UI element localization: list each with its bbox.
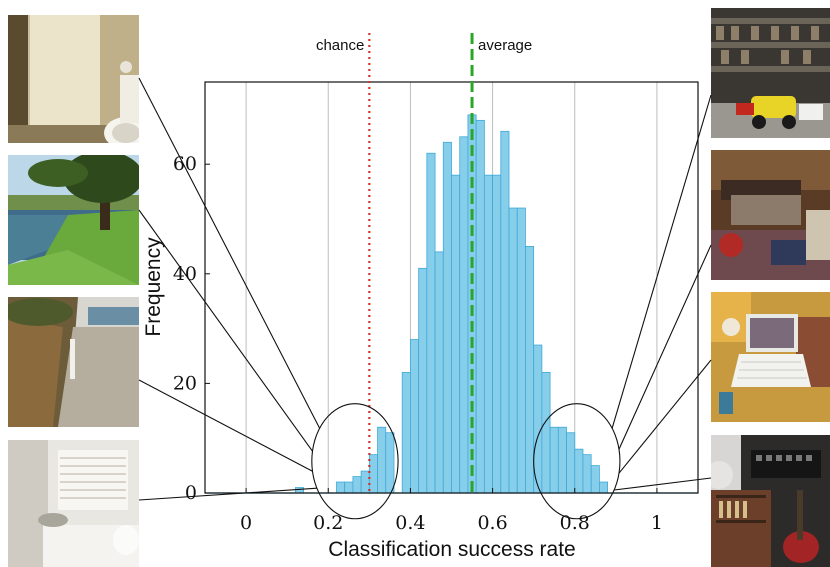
histogram-bar-13: [434, 251, 444, 494]
gravel-path-thumbnail: [8, 297, 139, 427]
histogram-bar-20: [492, 174, 502, 494]
histogram-bar-5: [368, 454, 378, 494]
histogram-bar-27: [549, 426, 559, 494]
histogram-bar-1: [336, 481, 346, 494]
histogram-bar-11: [418, 267, 428, 494]
y-tick-label-3: 60: [173, 153, 197, 175]
y-tick-label-0: 0: [185, 482, 197, 504]
bathroom-toilet-thumbnail: [8, 15, 139, 143]
histogram-bar-10: [410, 339, 420, 494]
x-tick-label-4: 0.8: [560, 512, 590, 534]
histogram-bar-15: [451, 174, 461, 494]
y-tick-label-2: 40: [173, 263, 197, 285]
high-success-ellipse: [533, 403, 621, 520]
histogram-bar-25: [533, 344, 543, 494]
plot-frame: [204, 81, 699, 494]
x-tick-label-3: 0.6: [477, 512, 507, 534]
x-axis-label: Classification success rate: [328, 538, 575, 561]
histogram-bar-19: [483, 174, 493, 494]
connector-left-3: [138, 487, 317, 501]
x-tick-label-1: 0.2: [313, 512, 343, 534]
connector-left-2: [138, 379, 313, 472]
connector-right-3: [614, 477, 712, 491]
histogram-bar-9: [401, 372, 411, 494]
x-tick-label-0: 0: [240, 512, 252, 534]
connector-left-0: [138, 77, 321, 429]
bathtub-thumbnail: [8, 440, 139, 567]
histogram-bar-32: [590, 465, 600, 494]
histogram-bar-18: [475, 119, 485, 494]
connector-right-0: [611, 94, 712, 429]
x-tick-label-2: 0.4: [395, 512, 425, 534]
y-axis-label: Frequency: [142, 237, 165, 337]
histogram-bar-30: [574, 448, 584, 494]
chance-label: chance: [316, 37, 364, 54]
histogram-bar-24: [525, 245, 535, 494]
connector-right-1: [618, 244, 712, 450]
histogram-bar-4: [360, 470, 370, 494]
connector-right-2: [618, 359, 712, 474]
histogram-bar-23: [516, 207, 526, 494]
histogram-bar-26: [541, 372, 551, 494]
cluttered-room-thumbnail: [711, 150, 830, 280]
histogram-bar-22: [508, 207, 518, 494]
histogram-bar-3: [352, 476, 362, 494]
histogram-bar-2: [344, 481, 354, 494]
histogram-bar-6: [377, 426, 387, 494]
lake-tree-thumbnail: [8, 155, 139, 285]
laptop-desk-thumbnail: [711, 292, 830, 422]
histogram-bar-14: [442, 141, 452, 494]
low-success-ellipse: [311, 403, 399, 520]
histogram-bar-16: [459, 136, 469, 494]
connector-left-1: [138, 209, 313, 452]
histogram-bar-7: [385, 432, 395, 494]
histogram-bar-0: [294, 487, 304, 494]
histogram-bar-12: [426, 152, 436, 494]
average-label: average: [478, 37, 532, 54]
histogram-bar-21: [500, 130, 510, 494]
toy-store-thumbnail: [711, 8, 830, 138]
histogram-bar-33: [599, 481, 609, 494]
music-studio-thumbnail: [711, 435, 830, 567]
histogram-bar-29: [566, 432, 576, 494]
x-tick-label-5: 1: [651, 512, 663, 534]
histogram-bar-31: [582, 454, 592, 494]
histogram-bar-28: [557, 426, 567, 494]
y-tick-label-1: 20: [173, 372, 197, 394]
